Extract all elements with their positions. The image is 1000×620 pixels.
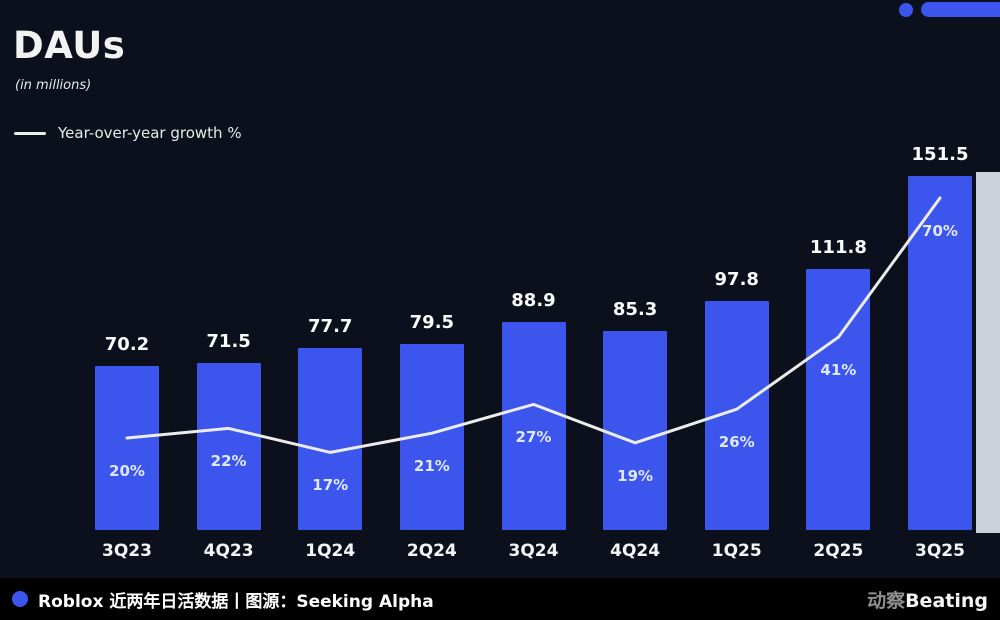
x-tick-4Q24: 4Q24	[610, 541, 661, 561]
brand-logo: 动察Beating	[867, 586, 988, 613]
value-label-3Q23: 70.2	[104, 333, 150, 355]
bar-3Q24	[501, 322, 566, 530]
bar-1Q24	[298, 348, 363, 530]
x-tick-3Q23: 3Q23	[102, 541, 152, 561]
bar-4Q23	[196, 362, 261, 530]
footer-caption: Roblox 近两年日活数据丨图源：Seeking Alpha	[38, 591, 434, 612]
line-legend-swatch	[14, 131, 46, 135]
bar-2Q24	[399, 344, 464, 530]
bar-1Q25	[704, 301, 769, 530]
footer-bar: Roblox 近两年日活数据丨图源：Seeking Alpha 动察Beatin…	[0, 578, 1000, 620]
brand-logo-en: Beating	[905, 589, 988, 612]
bar-4Q24	[603, 330, 668, 530]
x-tick-2Q24: 2Q24	[406, 541, 457, 561]
chart-title: DAUs	[13, 24, 126, 67]
growth-label-3Q24: 27%	[515, 428, 552, 447]
value-label-2Q24: 79.5	[409, 312, 455, 334]
legend-label: Year-over-year growth %	[58, 124, 242, 142]
growth-label-1Q25: 26%	[718, 433, 755, 452]
x-tick-1Q25: 1Q25	[711, 541, 762, 561]
value-label-3Q25: 151.5	[911, 143, 969, 165]
value-label-1Q24: 77.7	[308, 316, 353, 338]
bar-3Q23	[95, 365, 159, 530]
growth-label-3Q25: 70%	[922, 222, 958, 240]
window-dot-decoration	[899, 3, 913, 17]
value-label-4Q24: 85.3	[612, 298, 658, 320]
value-label-1Q25: 97.8	[714, 269, 759, 291]
value-label-3Q24: 88.9	[511, 290, 556, 312]
x-tick-4Q23: 4Q23	[203, 541, 254, 561]
bar-2Q25	[806, 268, 871, 530]
value-label-2Q25: 111.8	[809, 236, 867, 258]
x-tick-2Q25: 2Q25	[813, 541, 864, 561]
growth-label-4Q23: 22%	[210, 452, 247, 471]
x-tick-3Q25: 3Q25	[915, 541, 965, 561]
growth-label-3Q23: 20%	[109, 462, 145, 480]
brand-logo-cn: 动察	[867, 589, 906, 612]
x-tick-1Q24: 1Q24	[305, 541, 356, 561]
growth-label-2Q25: 41%	[820, 361, 857, 380]
x-tick-3Q24: 3Q24	[508, 541, 559, 561]
value-label-4Q23: 71.5	[206, 330, 251, 352]
right-edge-strip	[976, 172, 1000, 533]
legend: Year-over-year growth %	[14, 124, 242, 142]
window-pill-decoration	[921, 2, 1000, 17]
growth-label-4Q24: 19%	[617, 466, 654, 485]
bullet-dot-icon	[12, 591, 28, 607]
growth-label-2Q24: 21%	[413, 457, 450, 476]
growth-label-1Q24: 17%	[312, 476, 349, 495]
chart-subtitle: (in millions)	[15, 78, 92, 93]
